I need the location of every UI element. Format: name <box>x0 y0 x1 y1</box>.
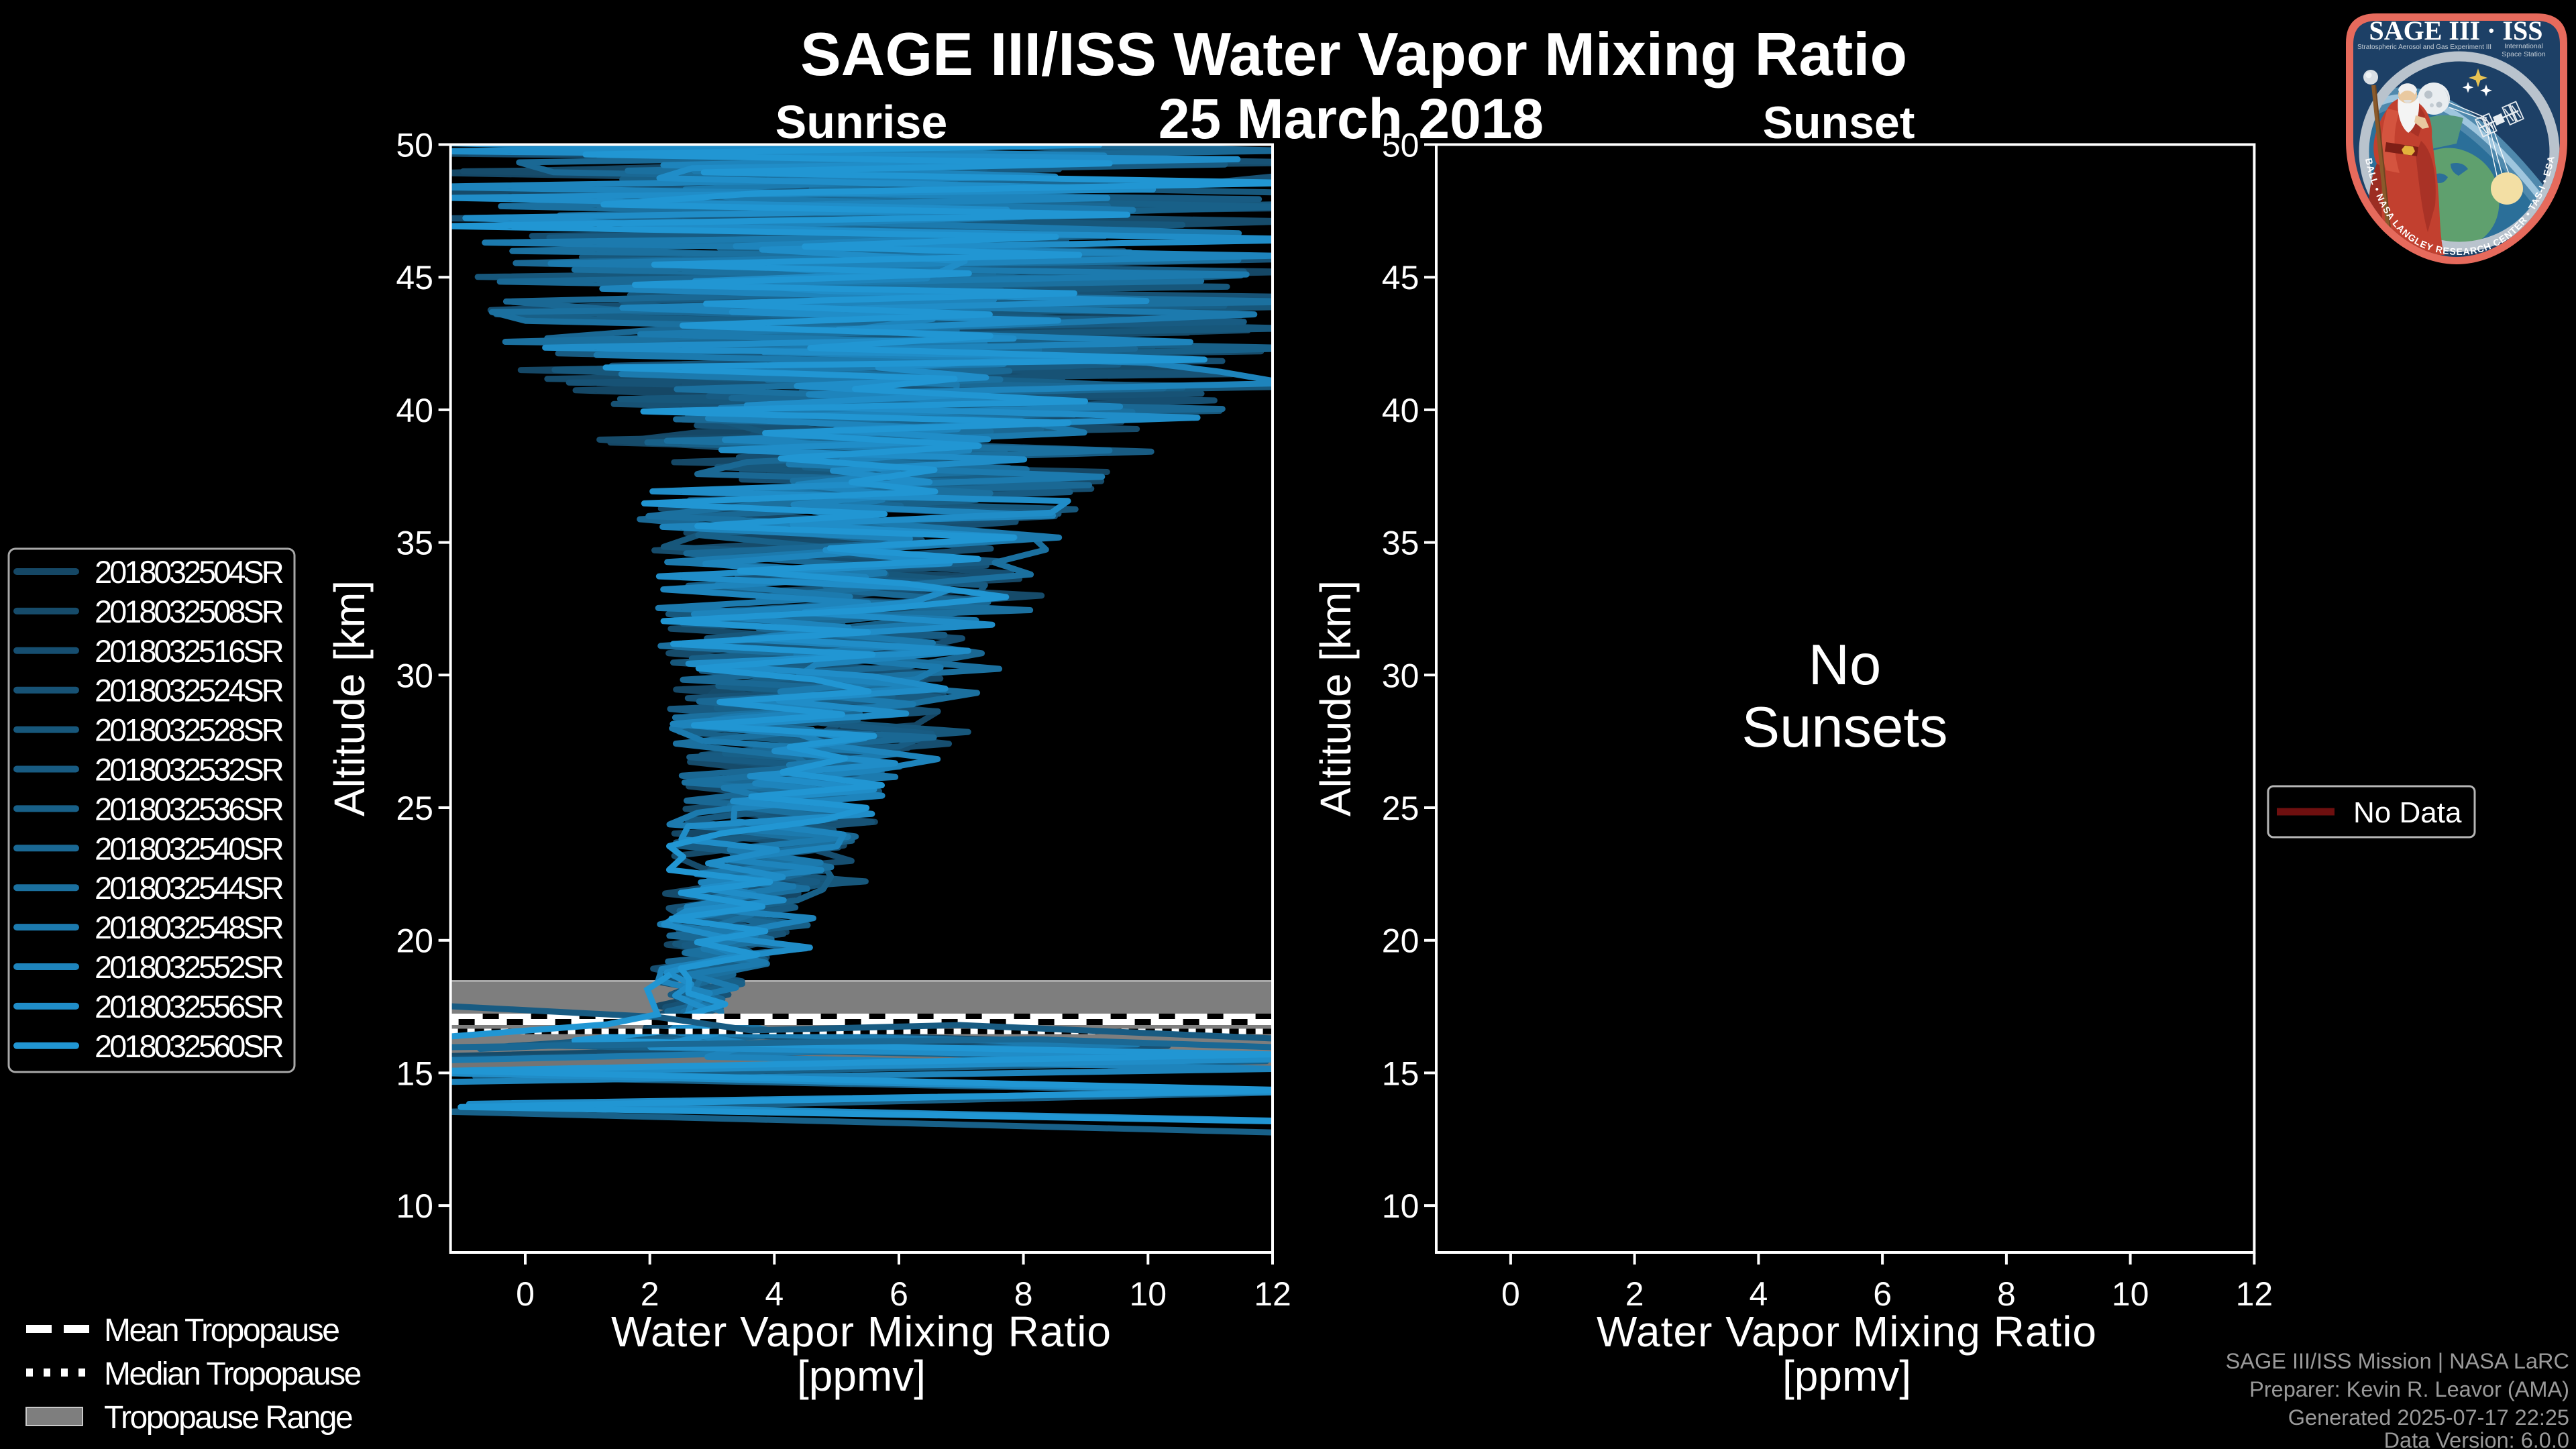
svg-text:40: 40 <box>396 392 433 429</box>
svg-text:Altitude [km]: Altitude [km] <box>325 580 374 816</box>
svg-text:12: 12 <box>2236 1275 2273 1313</box>
svg-text:Stratospheric Aerosol and Gas: Stratospheric Aerosol and Gas Experiment… <box>2357 44 2491 51</box>
svg-text:50: 50 <box>396 127 433 164</box>
svg-text:10: 10 <box>1382 1187 1419 1225</box>
svg-text:2018032528SR: 2018032528SR <box>95 712 283 748</box>
svg-text:Mean Tropopause: Mean Tropopause <box>104 1313 339 1348</box>
svg-text:10: 10 <box>1129 1275 1167 1313</box>
svg-text:45: 45 <box>1382 259 1419 297</box>
svg-text:SAGE III · ISS: SAGE III · ISS <box>2369 15 2542 46</box>
svg-text:15: 15 <box>396 1055 433 1092</box>
svg-text:50: 50 <box>1382 127 1419 164</box>
svg-text:6: 6 <box>890 1275 908 1313</box>
svg-text:No: No <box>1809 633 1882 697</box>
svg-text:Space Station: Space Station <box>2502 50 2546 58</box>
svg-text:30: 30 <box>396 657 433 694</box>
svg-text:35: 35 <box>396 525 433 562</box>
svg-text:International: International <box>2504 42 2543 50</box>
svg-text:2: 2 <box>1625 1275 1644 1313</box>
svg-text:Data Version: 6.0.0: Data Version: 6.0.0 <box>2384 1428 2569 1449</box>
svg-text:4: 4 <box>1749 1275 1768 1313</box>
svg-text:6: 6 <box>1873 1275 1892 1313</box>
svg-text:[ppmv]: [ppmv] <box>1782 1352 1911 1400</box>
svg-text:Water Vapor Mixing Ratio: Water Vapor Mixing Ratio <box>611 1307 1112 1356</box>
svg-text:Sunset: Sunset <box>1763 97 1915 148</box>
svg-text:0: 0 <box>1501 1275 1520 1313</box>
svg-text:4: 4 <box>765 1275 784 1313</box>
svg-text:12: 12 <box>1254 1275 1291 1313</box>
svg-text:2: 2 <box>641 1275 659 1313</box>
svg-text:2018032504SR: 2018032504SR <box>95 554 283 590</box>
svg-text:2018032548SR: 2018032548SR <box>95 910 283 945</box>
svg-text:Water Vapor Mixing Ratio: Water Vapor Mixing Ratio <box>1597 1307 2097 1356</box>
svg-text:2018032532SR: 2018032532SR <box>95 752 283 788</box>
svg-text:15: 15 <box>1382 1055 1419 1092</box>
svg-text:Sunsets: Sunsets <box>1741 696 1947 759</box>
svg-text:2018032536SR: 2018032536SR <box>95 791 283 826</box>
svg-text:10: 10 <box>2112 1275 2149 1313</box>
svg-text:Preparer: Kevin R. Leavor (AMA: Preparer: Kevin R. Leavor (AMA) <box>2249 1377 2569 1401</box>
svg-text:20: 20 <box>1382 922 1419 960</box>
svg-text:2018032552SR: 2018032552SR <box>95 949 283 985</box>
svg-text:20: 20 <box>396 922 433 960</box>
svg-text:2018032560SR: 2018032560SR <box>95 1028 283 1064</box>
svg-text:2018032556SR: 2018032556SR <box>95 989 283 1024</box>
svg-text:2018032540SR: 2018032540SR <box>95 830 283 866</box>
svg-text:8: 8 <box>1997 1275 2016 1313</box>
svg-text:35: 35 <box>1382 525 1419 562</box>
svg-text:25 March 2018: 25 March 2018 <box>1159 87 1544 150</box>
svg-text:8: 8 <box>1014 1275 1033 1313</box>
svg-text:Altitude [km]: Altitude [km] <box>1311 580 1360 816</box>
svg-text:2018032508SR: 2018032508SR <box>95 594 283 629</box>
svg-text:Median Tropopause: Median Tropopause <box>104 1356 361 1392</box>
svg-text:2018032524SR: 2018032524SR <box>95 673 283 708</box>
svg-text:[ppmv]: [ppmv] <box>797 1352 926 1400</box>
svg-text:Generated 2025-07-17 22:25: Generated 2025-07-17 22:25 <box>2288 1405 2569 1430</box>
svg-text:SAGE III/ISS Mission | NASA La: SAGE III/ISS Mission | NASA LaRC <box>2226 1349 2569 1373</box>
svg-text:40: 40 <box>1382 392 1419 429</box>
svg-text:0: 0 <box>516 1275 535 1313</box>
svg-text:Tropopause Range: Tropopause Range <box>104 1400 352 1436</box>
svg-text:30: 30 <box>1382 657 1419 694</box>
svg-text:25: 25 <box>396 790 433 827</box>
svg-text:2018032516SR: 2018032516SR <box>95 633 283 669</box>
svg-text:SAGE III/ISS Water Vapor Mixin: SAGE III/ISS Water Vapor Mixing Ratio <box>800 21 1907 89</box>
svg-text:Sunrise: Sunrise <box>775 96 948 148</box>
svg-text:2018032544SR: 2018032544SR <box>95 870 283 906</box>
svg-text:25: 25 <box>1382 790 1419 827</box>
svg-text:45: 45 <box>396 259 433 297</box>
svg-text:No Data: No Data <box>2353 796 2462 829</box>
svg-text:10: 10 <box>396 1187 433 1225</box>
